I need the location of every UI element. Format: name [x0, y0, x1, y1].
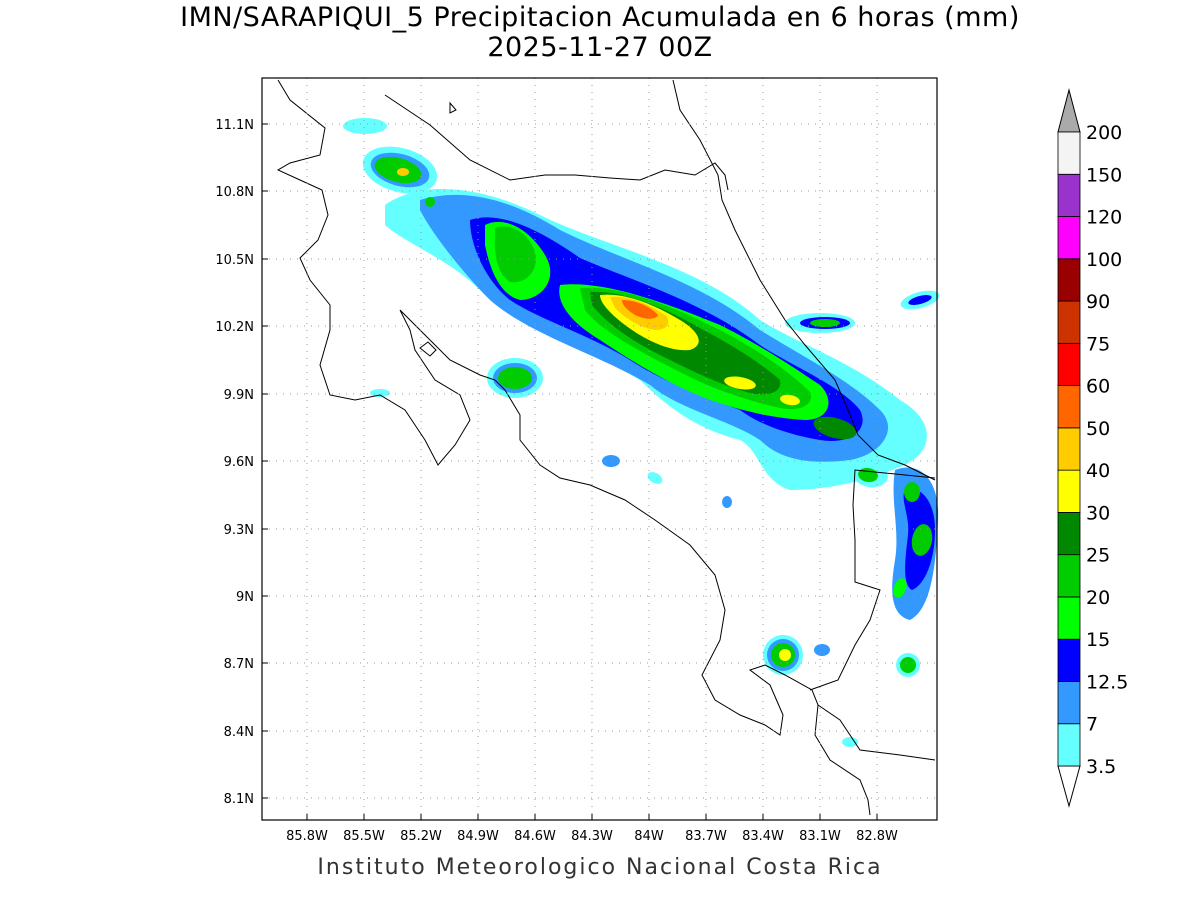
graticule	[262, 78, 937, 820]
colorbar-bin	[1057, 681, 1081, 725]
colorbar-bin	[1057, 342, 1081, 387]
colorbar-level-label: 20	[1086, 587, 1110, 609]
lon-tick-label: 84.6W	[514, 829, 556, 844]
precip-area	[622, 300, 658, 319]
border-nicaragua	[384, 94, 729, 191]
colorbar-bin	[1057, 385, 1081, 429]
precip-area	[810, 319, 840, 327]
colorbar-level-label: 100	[1086, 249, 1122, 271]
lat-tick-label: 8.4N	[224, 725, 254, 740]
chart-subtitle: 2025-11-27 00Z	[487, 32, 713, 63]
precip-area	[893, 578, 907, 598]
colorbar-level-label: 200	[1086, 122, 1122, 144]
colorbar-level-label: 7	[1086, 714, 1098, 736]
island-feature	[419, 341, 437, 357]
lat-tick-label: 9.3N	[224, 523, 254, 538]
precip-area	[724, 376, 756, 390]
colorbar-level-label: 12.5	[1086, 671, 1128, 693]
lat-tick-label: 8.7N	[224, 657, 254, 672]
colorbar-level-label: 30	[1086, 502, 1110, 524]
colorbar-bin	[1057, 216, 1081, 260]
precip-area	[722, 496, 732, 508]
lat-tick-label: 8.1N	[224, 792, 254, 807]
precip-area	[425, 197, 435, 207]
lake-feature	[449, 101, 457, 114]
colorbar-above-triangle	[1057, 88, 1081, 133]
lon-tick-label: 85.2W	[400, 829, 442, 844]
precip-area	[842, 737, 858, 747]
colorbar-level-label: 120	[1086, 207, 1122, 229]
precip-area	[780, 394, 800, 406]
precip-area	[370, 389, 390, 397]
colorbar-bin	[1057, 512, 1081, 556]
precip-area	[908, 295, 932, 305]
colorbar-bin	[1057, 723, 1081, 767]
lon-tick-label: 83.1W	[799, 829, 841, 844]
precip-area	[343, 118, 387, 134]
lat-tick-label: 10.2N	[215, 320, 254, 335]
lat-tick-label: 9.6N	[224, 455, 254, 470]
lat-tick-label: 11.1N	[215, 118, 254, 133]
colorbar-bin	[1057, 596, 1081, 640]
lat-tick-label: 10.8N	[215, 185, 254, 200]
colorbar-bin	[1057, 300, 1081, 344]
colorbar-bin	[1057, 554, 1081, 598]
precip-area	[911, 524, 933, 556]
colorbar-level-label: 50	[1086, 418, 1110, 440]
border-panama	[809, 469, 936, 691]
lon-tick-label: 84W	[634, 829, 664, 844]
colorbar-legend: 3.5 7 12.5 15 20 25 30 40 50 60 75 90 100 120 150 200	[1057, 88, 1128, 808]
colorbar-bin	[1057, 427, 1081, 471]
lon-tick-label: 85.8W	[286, 829, 328, 844]
precip-area	[814, 644, 830, 656]
colorbar-level-label: 90	[1086, 291, 1110, 313]
lon-tick-label: 83.4W	[742, 829, 784, 844]
lon-tick-label: 83.7W	[685, 829, 727, 844]
map-frame	[261, 77, 938, 821]
colorbar-bin	[1057, 638, 1081, 682]
colorbar-level-label: 150	[1086, 164, 1122, 186]
lon-tick-label: 85.5W	[343, 829, 385, 844]
precip-area	[602, 455, 620, 467]
colorbar-below-triangle	[1057, 765, 1081, 808]
colorbar-level-label: 75	[1086, 333, 1110, 355]
lon-tick-label: 82.8W	[856, 829, 898, 844]
coastlines	[276, 79, 936, 816]
footer-credit: Instituto Meteorologico Nacional Costa R…	[317, 855, 883, 880]
colorbar-level-label: 60	[1086, 376, 1110, 398]
colorbar-level-label: 15	[1086, 629, 1110, 651]
colorbar-bin	[1057, 173, 1081, 217]
lat-tick-label: 9N	[236, 590, 254, 605]
precipitation-fields	[343, 118, 940, 747]
colorbar-bin	[1057, 258, 1081, 302]
precip-area	[669, 332, 697, 348]
precip-area	[900, 657, 916, 673]
colorbar-level-label: 25	[1086, 545, 1110, 567]
colorbar-bin	[1057, 131, 1081, 175]
coastline-panama-south	[817, 704, 936, 761]
coastline-caribbean	[672, 79, 936, 481]
colorbar-level-label: 40	[1086, 460, 1110, 482]
colorbar-level-label: 3.5	[1086, 756, 1116, 778]
colorbar-bin	[1057, 469, 1081, 513]
lon-tick-label: 84.9W	[457, 829, 499, 844]
precip-area	[397, 168, 409, 176]
precip-area	[494, 226, 536, 283]
lon-tick-label: 84.3W	[571, 829, 613, 844]
precip-area	[813, 416, 857, 440]
axis-ticks: 85.8W 85.5W 85.2W 84.9W 84.6W 84.3W 84W 83.7W 83…	[215, 118, 898, 844]
precip-area	[779, 649, 791, 661]
precip-area	[498, 367, 532, 389]
precip-area	[647, 472, 663, 484]
lat-tick-label: 10.5N	[215, 253, 254, 268]
lat-tick-label: 9.9N	[224, 388, 254, 403]
coastline-costa-rica	[276, 79, 871, 816]
chart-title: IMN/SARAPIQUI_5 Precipitacion Acumulada …	[180, 2, 1020, 33]
precip-area	[904, 482, 920, 502]
